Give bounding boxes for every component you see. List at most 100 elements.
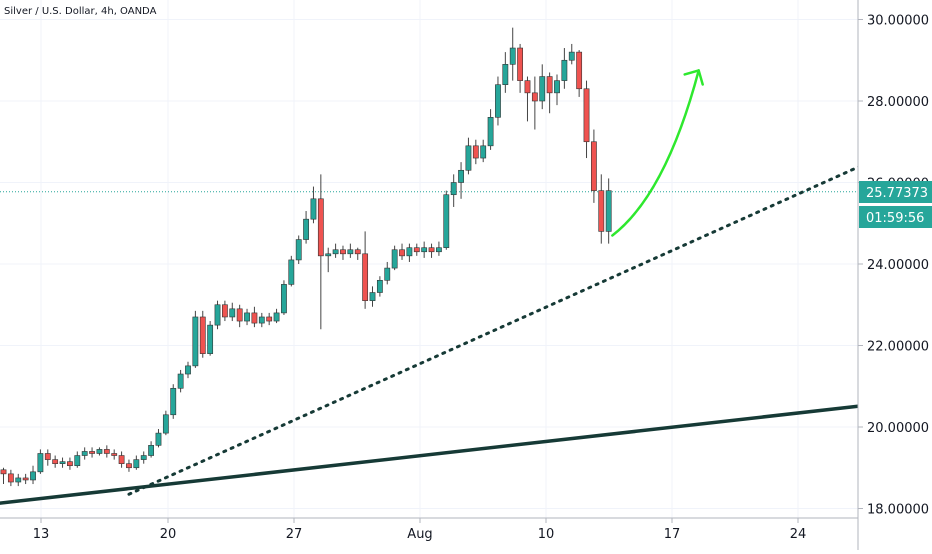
candle-up xyxy=(487,109,494,150)
candle-up xyxy=(192,310,199,368)
candle-body xyxy=(140,455,147,460)
time-axis[interactable]: 13 20 27 Aug 10 17 24 xyxy=(33,518,807,542)
candle-down xyxy=(67,457,73,470)
candle-down xyxy=(531,76,538,130)
candle-up xyxy=(561,48,568,89)
candle-down xyxy=(222,300,228,322)
candle-down xyxy=(111,449,118,460)
candle-body xyxy=(495,84,501,118)
candle-down xyxy=(199,310,206,358)
candle-body xyxy=(155,432,162,446)
candle-body xyxy=(450,182,457,196)
candles xyxy=(0,27,612,487)
grid xyxy=(0,0,858,518)
price-axis-label: 20.00000 xyxy=(867,421,929,436)
projection-arrow-curve xyxy=(611,69,700,237)
price-axis-panel[interactable] xyxy=(858,0,932,550)
candle-up xyxy=(502,52,509,93)
time-axis-label: 24 xyxy=(790,527,807,542)
candle-body xyxy=(384,267,391,281)
candle-body xyxy=(15,477,22,483)
candle-body xyxy=(310,198,317,220)
candle-down xyxy=(546,72,553,114)
price-axis-label: 30.00000 xyxy=(867,14,929,29)
candle-down xyxy=(472,139,479,165)
candle-body xyxy=(22,477,29,481)
candle-down xyxy=(428,243,435,258)
time-axis-label: 13 xyxy=(33,527,50,542)
candle-body xyxy=(89,451,95,454)
candle-body xyxy=(428,247,435,253)
time-axis-label: 17 xyxy=(664,527,681,542)
candle-body xyxy=(229,308,236,318)
candle-up xyxy=(376,276,383,297)
candle-body xyxy=(118,455,125,464)
candle-down xyxy=(362,231,369,309)
candle-up xyxy=(185,361,191,379)
projection-arrow-head xyxy=(683,69,704,86)
candle-up xyxy=(81,447,88,460)
candle-body xyxy=(170,387,177,416)
candle-up xyxy=(325,247,332,273)
candle-body xyxy=(436,247,442,253)
candle-body xyxy=(52,459,59,464)
candle-up xyxy=(133,455,140,470)
candle-up xyxy=(421,241,428,258)
candle-body xyxy=(347,249,354,255)
candle-up xyxy=(258,312,265,328)
candle-body xyxy=(421,247,428,253)
candle-body xyxy=(598,190,605,232)
candle-body xyxy=(74,455,81,467)
candle-body xyxy=(0,469,7,475)
candle-body xyxy=(185,365,191,375)
candle-body xyxy=(266,316,273,322)
candle-body xyxy=(244,312,250,322)
candle-down xyxy=(103,445,110,458)
candle-up xyxy=(303,211,309,244)
candle-up xyxy=(450,174,457,207)
candle-up xyxy=(568,43,575,65)
candle-up xyxy=(140,451,147,464)
candle-up xyxy=(443,190,450,250)
candle-up xyxy=(369,286,376,307)
candle-body xyxy=(192,316,199,367)
candle-down xyxy=(517,43,523,93)
candle-body xyxy=(258,316,265,324)
price-axis-label: 18.00000 xyxy=(867,503,929,518)
candle-body xyxy=(539,76,546,102)
candle-down xyxy=(89,447,95,458)
candle-up xyxy=(554,74,560,106)
candle-body xyxy=(391,249,398,269)
candle-body xyxy=(303,218,309,240)
countdown-badge xyxy=(859,206,932,228)
candle-up xyxy=(244,308,250,326)
candle-up xyxy=(310,186,317,224)
candle-down xyxy=(236,304,243,328)
chart-title: Silver / U.S. Dollar, 4h, OANDA xyxy=(4,6,157,17)
price-axis-label: 28.00000 xyxy=(867,95,929,110)
candle-body xyxy=(362,253,369,301)
candle-down xyxy=(0,467,7,485)
candle-up xyxy=(465,137,472,175)
time-axis-label: 27 xyxy=(286,527,303,542)
candle-body xyxy=(509,47,516,65)
candle-down xyxy=(22,473,29,485)
time-axis-label: Aug xyxy=(407,527,432,542)
candle-up xyxy=(59,457,66,468)
candle-up xyxy=(207,321,214,356)
candle-down xyxy=(266,312,273,326)
candle-body xyxy=(103,449,110,454)
candle-up xyxy=(37,449,44,474)
candle-up xyxy=(605,178,612,244)
candle-up xyxy=(148,441,154,458)
current-price-label: 25.77373 xyxy=(866,186,928,201)
candle-up xyxy=(347,243,354,258)
candle-down xyxy=(317,174,324,330)
candle-body xyxy=(81,451,88,456)
candle-body xyxy=(524,80,531,94)
candle-body xyxy=(502,64,509,85)
candle-body xyxy=(222,304,228,318)
candle-up xyxy=(96,447,103,456)
candle-body xyxy=(568,51,575,61)
